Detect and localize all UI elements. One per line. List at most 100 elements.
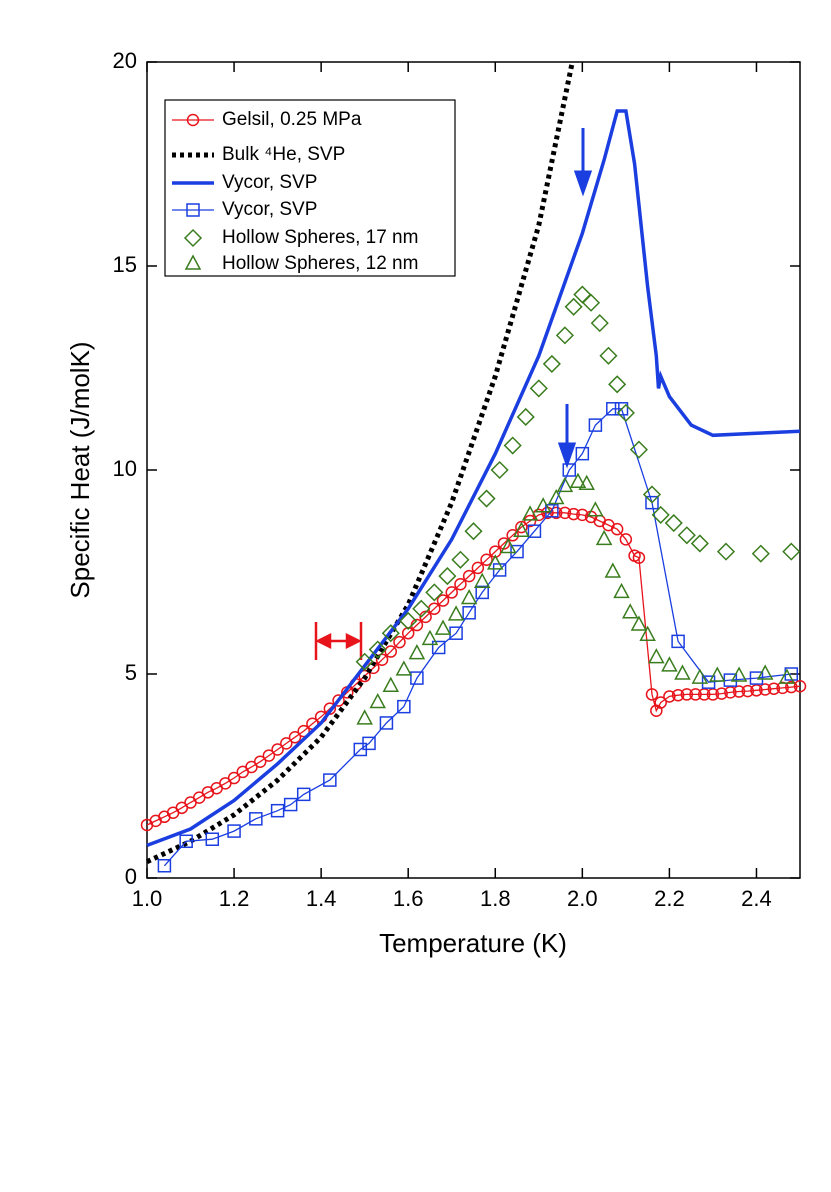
data-point bbox=[262, 749, 276, 762]
data-point bbox=[296, 787, 311, 802]
data-point bbox=[715, 687, 728, 700]
data-point bbox=[767, 682, 781, 695]
data-point bbox=[629, 440, 648, 459]
data-point bbox=[590, 314, 609, 333]
series-line bbox=[145, 61, 575, 864]
data-point bbox=[562, 463, 577, 477]
data-point bbox=[356, 709, 373, 725]
data-point bbox=[523, 514, 537, 528]
data-point bbox=[588, 418, 603, 432]
data-point bbox=[183, 228, 203, 248]
data-point bbox=[355, 652, 374, 671]
data-point bbox=[179, 834, 193, 849]
data-point bbox=[716, 542, 736, 561]
data-point bbox=[271, 743, 284, 756]
data-point bbox=[513, 521, 530, 537]
data-point bbox=[671, 634, 685, 649]
series bbox=[140, 506, 807, 832]
data-point bbox=[793, 679, 807, 693]
data-point bbox=[732, 685, 746, 698]
data-point bbox=[587, 501, 604, 517]
data-point bbox=[379, 716, 394, 730]
data-point bbox=[558, 506, 572, 520]
data-point bbox=[510, 544, 524, 559]
data-point bbox=[758, 683, 772, 696]
x-tick-label: 2.4 bbox=[741, 886, 772, 911]
data-point bbox=[438, 567, 457, 586]
data-point bbox=[454, 577, 467, 591]
data-point bbox=[384, 645, 398, 658]
data-point bbox=[503, 436, 522, 455]
legend-label: Hollow Spheres, 17 nm bbox=[222, 227, 418, 248]
data-point bbox=[288, 730, 302, 744]
data-point bbox=[564, 297, 583, 316]
data-point bbox=[401, 626, 415, 640]
data-point bbox=[556, 476, 574, 493]
data-point bbox=[674, 664, 691, 680]
data-point bbox=[610, 522, 624, 536]
data-point bbox=[434, 619, 452, 635]
data-point bbox=[542, 354, 561, 373]
data-point bbox=[645, 688, 659, 701]
data-point bbox=[186, 203, 200, 217]
series bbox=[355, 285, 801, 671]
data-point bbox=[227, 771, 241, 785]
data-point bbox=[632, 551, 646, 564]
data-point bbox=[709, 666, 726, 682]
data-point bbox=[782, 542, 801, 561]
data-point bbox=[701, 675, 716, 689]
series bbox=[145, 61, 575, 864]
data-point bbox=[436, 594, 450, 607]
data-point bbox=[464, 522, 483, 541]
data-point bbox=[369, 692, 386, 709]
data-point bbox=[487, 554, 504, 570]
legend-box bbox=[164, 99, 456, 277]
data-point bbox=[362, 736, 376, 751]
x-tick-label: 2.2 bbox=[654, 886, 685, 911]
data-point bbox=[395, 660, 413, 676]
data-point bbox=[471, 561, 485, 575]
data-point bbox=[616, 403, 635, 422]
series-line bbox=[163, 408, 792, 867]
y-tick-label: 15 bbox=[113, 252, 137, 277]
data-point bbox=[619, 533, 633, 546]
x-axis-label: Temperature (K) bbox=[379, 928, 567, 958]
data-point bbox=[569, 472, 587, 488]
blue-arrow bbox=[557, 128, 593, 469]
data-point bbox=[460, 588, 478, 605]
data-point bbox=[397, 699, 411, 714]
data-point bbox=[410, 671, 424, 685]
data-point bbox=[630, 615, 648, 631]
data-point bbox=[730, 666, 748, 682]
data-point bbox=[741, 684, 755, 698]
data-point bbox=[664, 513, 683, 533]
x-tick-label: 1.2 bbox=[219, 886, 250, 911]
data-point bbox=[205, 832, 220, 846]
y-tick-label: 20 bbox=[113, 48, 137, 73]
data-point bbox=[581, 293, 601, 312]
data-point bbox=[280, 737, 293, 750]
data-point bbox=[749, 671, 764, 685]
data-point bbox=[645, 495, 659, 510]
data-point bbox=[578, 474, 595, 491]
data-point bbox=[691, 668, 709, 684]
data-point bbox=[490, 460, 509, 480]
data-point bbox=[506, 529, 519, 542]
data-point bbox=[381, 624, 400, 643]
data-point bbox=[297, 724, 310, 738]
data-point bbox=[677, 526, 696, 545]
y-tick-label: 10 bbox=[113, 456, 137, 481]
data-point bbox=[576, 508, 589, 522]
data-point bbox=[751, 544, 770, 563]
data-point bbox=[323, 773, 337, 787]
data-point bbox=[249, 812, 263, 826]
data-point bbox=[500, 537, 517, 554]
series-line bbox=[146, 512, 801, 826]
data-point bbox=[516, 407, 535, 427]
data-point bbox=[445, 586, 458, 599]
data-point bbox=[661, 656, 678, 672]
data-point bbox=[604, 562, 622, 578]
legend-label: Hollow Spheres, 12 nm bbox=[222, 253, 418, 274]
annotations bbox=[314, 128, 593, 660]
data-point bbox=[621, 603, 639, 619]
